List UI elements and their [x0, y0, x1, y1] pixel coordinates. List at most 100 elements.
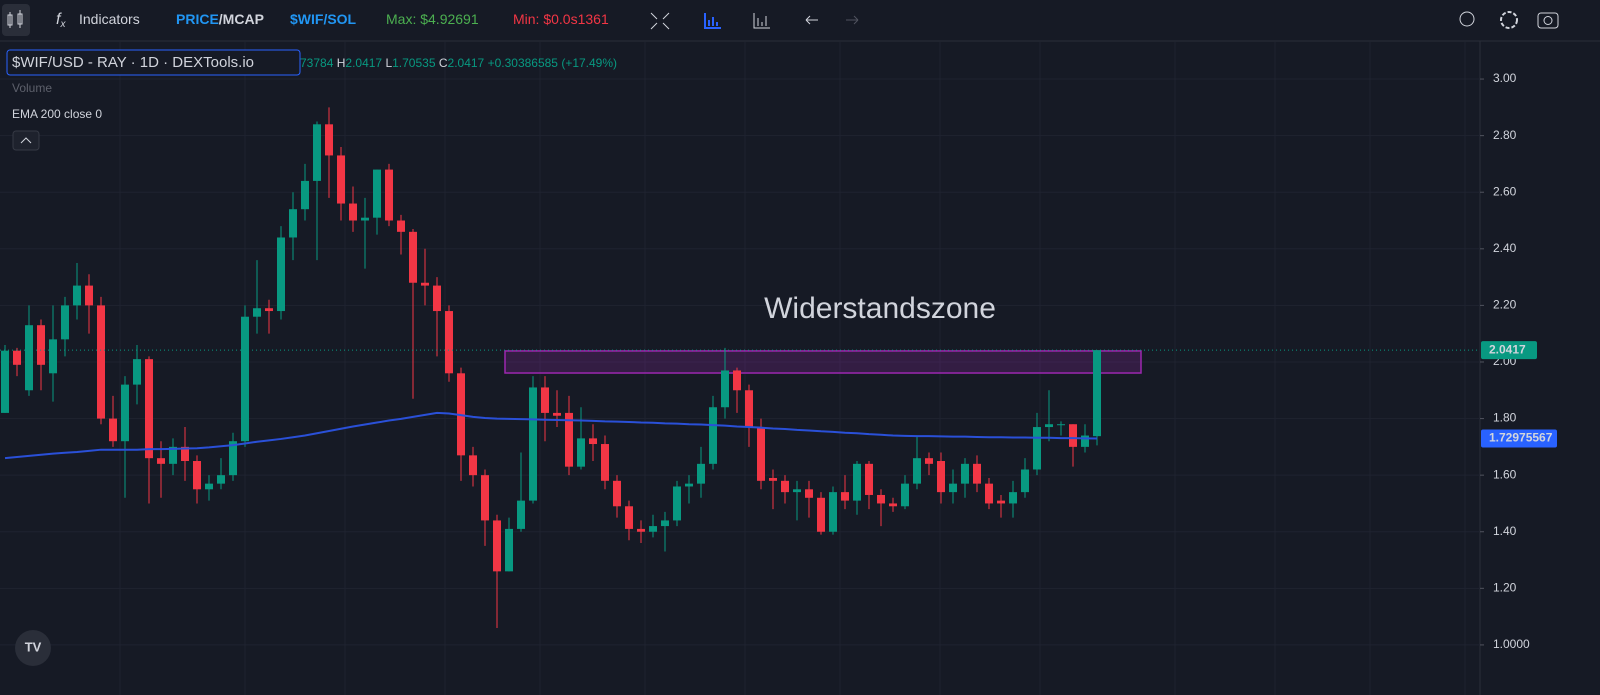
tv-logo-text: TV [25, 639, 42, 654]
candle-body [265, 308, 273, 312]
candle-body [37, 325, 45, 365]
settings-icon[interactable] [1500, 11, 1518, 29]
candle-body [517, 500, 525, 529]
min-label: Min: $0.0s1361 [513, 11, 609, 27]
candle-body [85, 285, 93, 306]
ema-legend: EMA 200 close 0 [12, 107, 103, 121]
candle-body [181, 446, 189, 462]
candle-body [613, 480, 621, 507]
candle-body [337, 155, 345, 204]
indicators-button[interactable]: Indicators [79, 11, 140, 27]
close-key: C [438, 56, 448, 70]
candle-body [1081, 435, 1089, 447]
low-value: 1.70535 [392, 56, 436, 70]
y-tick-label: 1.60 [1493, 467, 1517, 481]
candle-body [1021, 469, 1029, 493]
candle-body [349, 203, 357, 221]
camera-icon[interactable] [1537, 12, 1559, 29]
candle-body [889, 503, 897, 507]
candle-body [1, 350, 9, 413]
candle-body [1093, 350, 1101, 437]
indicator-icon[interactable] [704, 13, 721, 29]
collapse-arrow [20, 137, 32, 144]
candle-body [541, 387, 549, 413]
y-tick-label: 2.60 [1493, 184, 1517, 198]
candle-body [649, 526, 657, 532]
candle-body [757, 427, 765, 481]
close-value: 2.0417 [447, 56, 485, 70]
y-tick-label: 1.80 [1493, 411, 1517, 425]
candle-body [685, 483, 693, 487]
candle-body [217, 475, 225, 484]
candle-body [997, 500, 1005, 504]
candle-body [817, 497, 825, 532]
undo-icon[interactable] [805, 15, 818, 25]
legend-title-box[interactable] [6, 49, 301, 76]
ema-price-label: 1.72975567 [1489, 431, 1553, 445]
candles-icon [7, 10, 23, 28]
low-key: L [385, 56, 393, 70]
y-tick-label: 2.40 [1493, 241, 1517, 255]
bars-icon[interactable] [753, 13, 770, 29]
candle-body [805, 489, 813, 498]
price-mcap-toggle[interactable]: PRICE/MCAP [176, 11, 264, 27]
candle-body [841, 492, 849, 501]
candle-body [853, 463, 861, 501]
candle-body [985, 483, 993, 504]
collapse-button[interactable] [12, 130, 40, 151]
candle-body [313, 124, 321, 181]
compare-icon[interactable] [650, 12, 670, 30]
candle-body [397, 220, 405, 232]
candle-body [121, 384, 129, 442]
candle-body [1057, 424, 1065, 426]
candle-body [1069, 424, 1077, 447]
candle-body [697, 463, 705, 484]
candle-body [73, 285, 81, 306]
candle-body [493, 520, 501, 572]
candle-body [625, 506, 633, 529]
candle-body [769, 477, 777, 481]
candle-body [481, 475, 489, 521]
candle-body [781, 480, 789, 493]
legend-title[interactable]: $WIF/USD - RAY · 1D · DEXTools.io [12, 54, 254, 71]
candle-body [865, 463, 873, 495]
zone-label: Widerstandszone [764, 292, 996, 325]
candle-body [877, 494, 885, 504]
candle-body [361, 217, 369, 221]
candle-body [157, 458, 165, 464]
redo-icon[interactable] [846, 15, 859, 25]
candle-body [973, 463, 981, 484]
y-tick-label: 1.0000 [1493, 637, 1530, 651]
candle-body [733, 370, 741, 391]
candle-body [169, 446, 177, 464]
candle-body [241, 316, 249, 442]
candle-body [229, 441, 237, 476]
candle-body [325, 124, 333, 156]
time-grid [119, 42, 1466, 695]
fx-icon[interactable]: fx [56, 11, 66, 29]
candle-body [1009, 492, 1017, 504]
open-value: 73784 [300, 56, 334, 70]
resistance-zone [504, 350, 1142, 374]
candle-body [277, 237, 285, 312]
candle-body [49, 339, 57, 374]
candle-body [637, 528, 645, 532]
candle-body [829, 492, 837, 532]
candle-body [409, 231, 417, 283]
candle-body [205, 483, 213, 490]
candle-body [949, 483, 957, 493]
candle-body [529, 387, 537, 501]
pair-button[interactable]: $WIF/SOL [290, 11, 357, 27]
y-tick-label: 1.40 [1493, 524, 1517, 538]
volume-legend: Volume [12, 81, 53, 95]
chart-type-button[interactable] [2, 4, 30, 36]
candle-body [1033, 427, 1041, 470]
candle-body [469, 455, 477, 476]
candle-body [925, 458, 933, 464]
candle-body [433, 285, 441, 312]
candle-body [601, 444, 609, 481]
price-label: PRICE [176, 11, 219, 27]
alert-icon[interactable] [1459, 11, 1475, 27]
